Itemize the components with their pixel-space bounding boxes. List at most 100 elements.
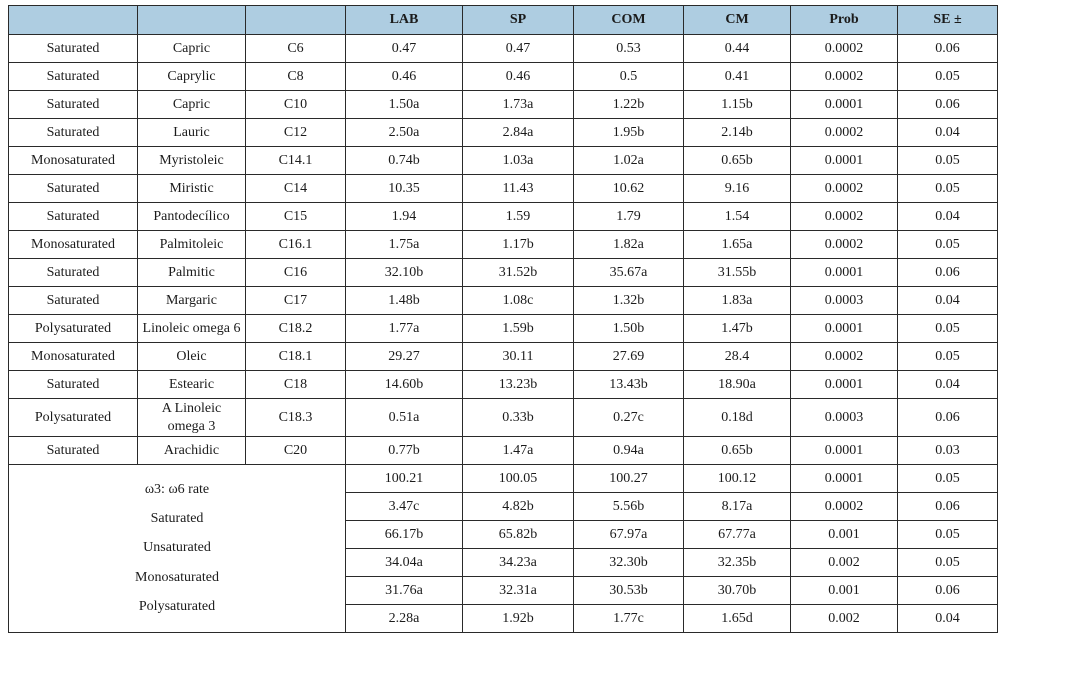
summary-value-cell-prob: 0.002 xyxy=(790,548,898,577)
table-row: Saturated Arachidic C20 0.77b 1.47a 0.94a 0.65… xyxy=(8,436,998,465)
name-cell: Arachidic xyxy=(137,436,246,465)
value-cell-prob: 0.0002 xyxy=(790,62,898,91)
value-cell-com: 0.27c xyxy=(573,398,684,437)
summary-value-cell-prob: 0.0001 xyxy=(790,464,898,493)
table-row: Polysaturated A Linoleic omega 3 C18.3 0.51… xyxy=(8,398,998,437)
summary-value-cell-cm: 100.12 xyxy=(683,464,791,493)
summary-value-cell-lab: 66.17b xyxy=(345,520,463,549)
value-cell-lab: 10.35 xyxy=(345,174,463,203)
value-cell-com: 27.69 xyxy=(573,342,684,371)
col-header-cm: CM xyxy=(683,5,791,35)
summary-value-cell-com: 5.56b xyxy=(573,492,684,521)
summary-value-cell-lab: 31.76a xyxy=(345,576,463,605)
table-row: Monosaturated Oleic C18.1 29.27 30.11 27.69 28… xyxy=(8,342,998,371)
value-cell-se: 0.04 xyxy=(897,202,998,231)
value-cell-com: 35.67a xyxy=(573,258,684,287)
name-cell: Lauric xyxy=(137,118,246,147)
table-row: Saturated Caprylic C8 0.46 0.46 0.5 0.41 0.0002… xyxy=(8,62,998,91)
col-header-blank-name xyxy=(137,5,246,35)
value-cell-se: 0.03 xyxy=(897,436,998,465)
value-cell-com: 1.22b xyxy=(573,90,684,119)
table-summary: ω3: ω6 rate Saturated Unsaturated Monosatur… xyxy=(8,464,998,633)
table-row: Saturated Estearic C18 14.60b 13.23b 13.43b 18… xyxy=(8,370,998,399)
value-cell-se: 0.06 xyxy=(897,34,998,63)
name-cell: Capric xyxy=(137,34,246,63)
value-cell-lab: 32.10b xyxy=(345,258,463,287)
summary-value-cell-cm: 8.17a xyxy=(683,492,791,521)
value-cell-sp: 1.08c xyxy=(462,286,574,315)
value-cell-cm: 31.55b xyxy=(683,258,791,287)
type-cell: Monosaturated xyxy=(8,342,138,371)
summary-value-cell-lab: 34.04a xyxy=(345,548,463,577)
col-header-lab: LAB xyxy=(345,5,463,35)
name-cell: Palmitoleic xyxy=(137,230,246,259)
value-cell-com: 1.82a xyxy=(573,230,684,259)
code-cell: C12 xyxy=(245,118,346,147)
table-row: Saturated Miristic C14 10.35 11.43 10.62 9.16 0… xyxy=(8,174,998,203)
col-header-blank-type xyxy=(8,5,138,35)
summary-value-cell-sp: 34.23a xyxy=(462,548,574,577)
value-cell-com: 1.95b xyxy=(573,118,684,147)
value-cell-prob: 0.0001 xyxy=(790,146,898,175)
value-cell-cm: 1.54 xyxy=(683,202,791,231)
code-cell: C18 xyxy=(245,370,346,399)
value-cell-lab: 1.77a xyxy=(345,314,463,343)
value-cell-prob: 0.0002 xyxy=(790,342,898,371)
type-cell: Saturated xyxy=(8,286,138,315)
value-cell-cm: 1.47b xyxy=(683,314,791,343)
value-cell-se: 0.05 xyxy=(897,230,998,259)
value-cell-se: 0.06 xyxy=(897,258,998,287)
name-cell: Capric xyxy=(137,90,246,119)
table-row: Polysaturated Linoleic omega 6 C18.2 1.77a 1… xyxy=(8,314,998,343)
value-cell-cm: 18.90a xyxy=(683,370,791,399)
code-cell: C6 xyxy=(245,34,346,63)
summary-value-cell-lab: 2.28a xyxy=(345,604,463,633)
table-body: Saturated Capric C6 0.47 0.47 0.53 0.44 0.0002 0… xyxy=(8,34,998,465)
summary-row: ω3: ω6 rate Saturated Unsaturated Monosatur… xyxy=(8,464,998,633)
summary-value-cell-com: 32.30b xyxy=(573,548,684,577)
value-cell-se: 0.05 xyxy=(897,62,998,91)
value-cell-sp: 30.11 xyxy=(462,342,574,371)
value-cell-cm: 9.16 xyxy=(683,174,791,203)
value-cell-prob: 0.0003 xyxy=(790,398,898,437)
summary-row: 2.28a 1.92b 1.77c 1.65d 0.002 0.04 xyxy=(9,604,998,633)
value-cell-lab: 1.50a xyxy=(345,90,463,119)
summary-value-cell-com: 100.27 xyxy=(573,464,684,493)
col-header-sp: SP xyxy=(462,5,574,35)
value-cell-lab: 1.48b xyxy=(345,286,463,315)
value-cell-sp: 1.47a xyxy=(462,436,574,465)
type-cell: Saturated xyxy=(8,174,138,203)
type-cell: Polysaturated xyxy=(8,314,138,343)
value-cell-prob: 0.0001 xyxy=(790,436,898,465)
value-cell-com: 13.43b xyxy=(573,370,684,399)
summary-value-cell-se: 0.05 xyxy=(897,464,998,493)
value-cell-sp: 1.17b xyxy=(462,230,574,259)
code-cell: C8 xyxy=(245,62,346,91)
value-cell-prob: 0.0001 xyxy=(790,258,898,287)
value-cell-sp: 11.43 xyxy=(462,174,574,203)
summary-value-cell-se: 0.05 xyxy=(897,520,998,549)
table-header: LAB SP COM CM Prob SE ± xyxy=(8,5,998,35)
value-cell-com: 1.79 xyxy=(573,202,684,231)
value-cell-se: 0.05 xyxy=(897,174,998,203)
value-cell-cm: 0.44 xyxy=(683,34,791,63)
value-cell-cm: 2.14b xyxy=(683,118,791,147)
name-cell: A Linoleic omega 3 xyxy=(137,398,246,437)
table-row: Saturated Lauric C12 2.50a 2.84a 1.95b 2.14b 0.… xyxy=(8,118,998,147)
value-cell-prob: 0.0002 xyxy=(790,34,898,63)
summary-label: Unsaturated xyxy=(143,540,211,556)
summary-label: Saturated xyxy=(150,511,204,527)
value-cell-sp: 2.84a xyxy=(462,118,574,147)
value-cell-cm: 0.65b xyxy=(683,146,791,175)
name-cell: Oleic xyxy=(137,342,246,371)
value-cell-com: 10.62 xyxy=(573,174,684,203)
value-cell-sp: 1.03a xyxy=(462,146,574,175)
summary-label: Polysaturated xyxy=(138,599,216,615)
code-cell: C10 xyxy=(245,90,346,119)
value-cell-se: 0.04 xyxy=(897,118,998,147)
type-cell: Polysaturated xyxy=(8,398,138,437)
summary-value-cell-sp: 65.82b xyxy=(462,520,574,549)
summary-label-stack: ω3: ω6 rate Saturated Unsaturated Monosatur… xyxy=(10,470,345,628)
value-cell-prob: 0.0003 xyxy=(790,286,898,315)
value-cell-lab: 0.51a xyxy=(345,398,463,437)
